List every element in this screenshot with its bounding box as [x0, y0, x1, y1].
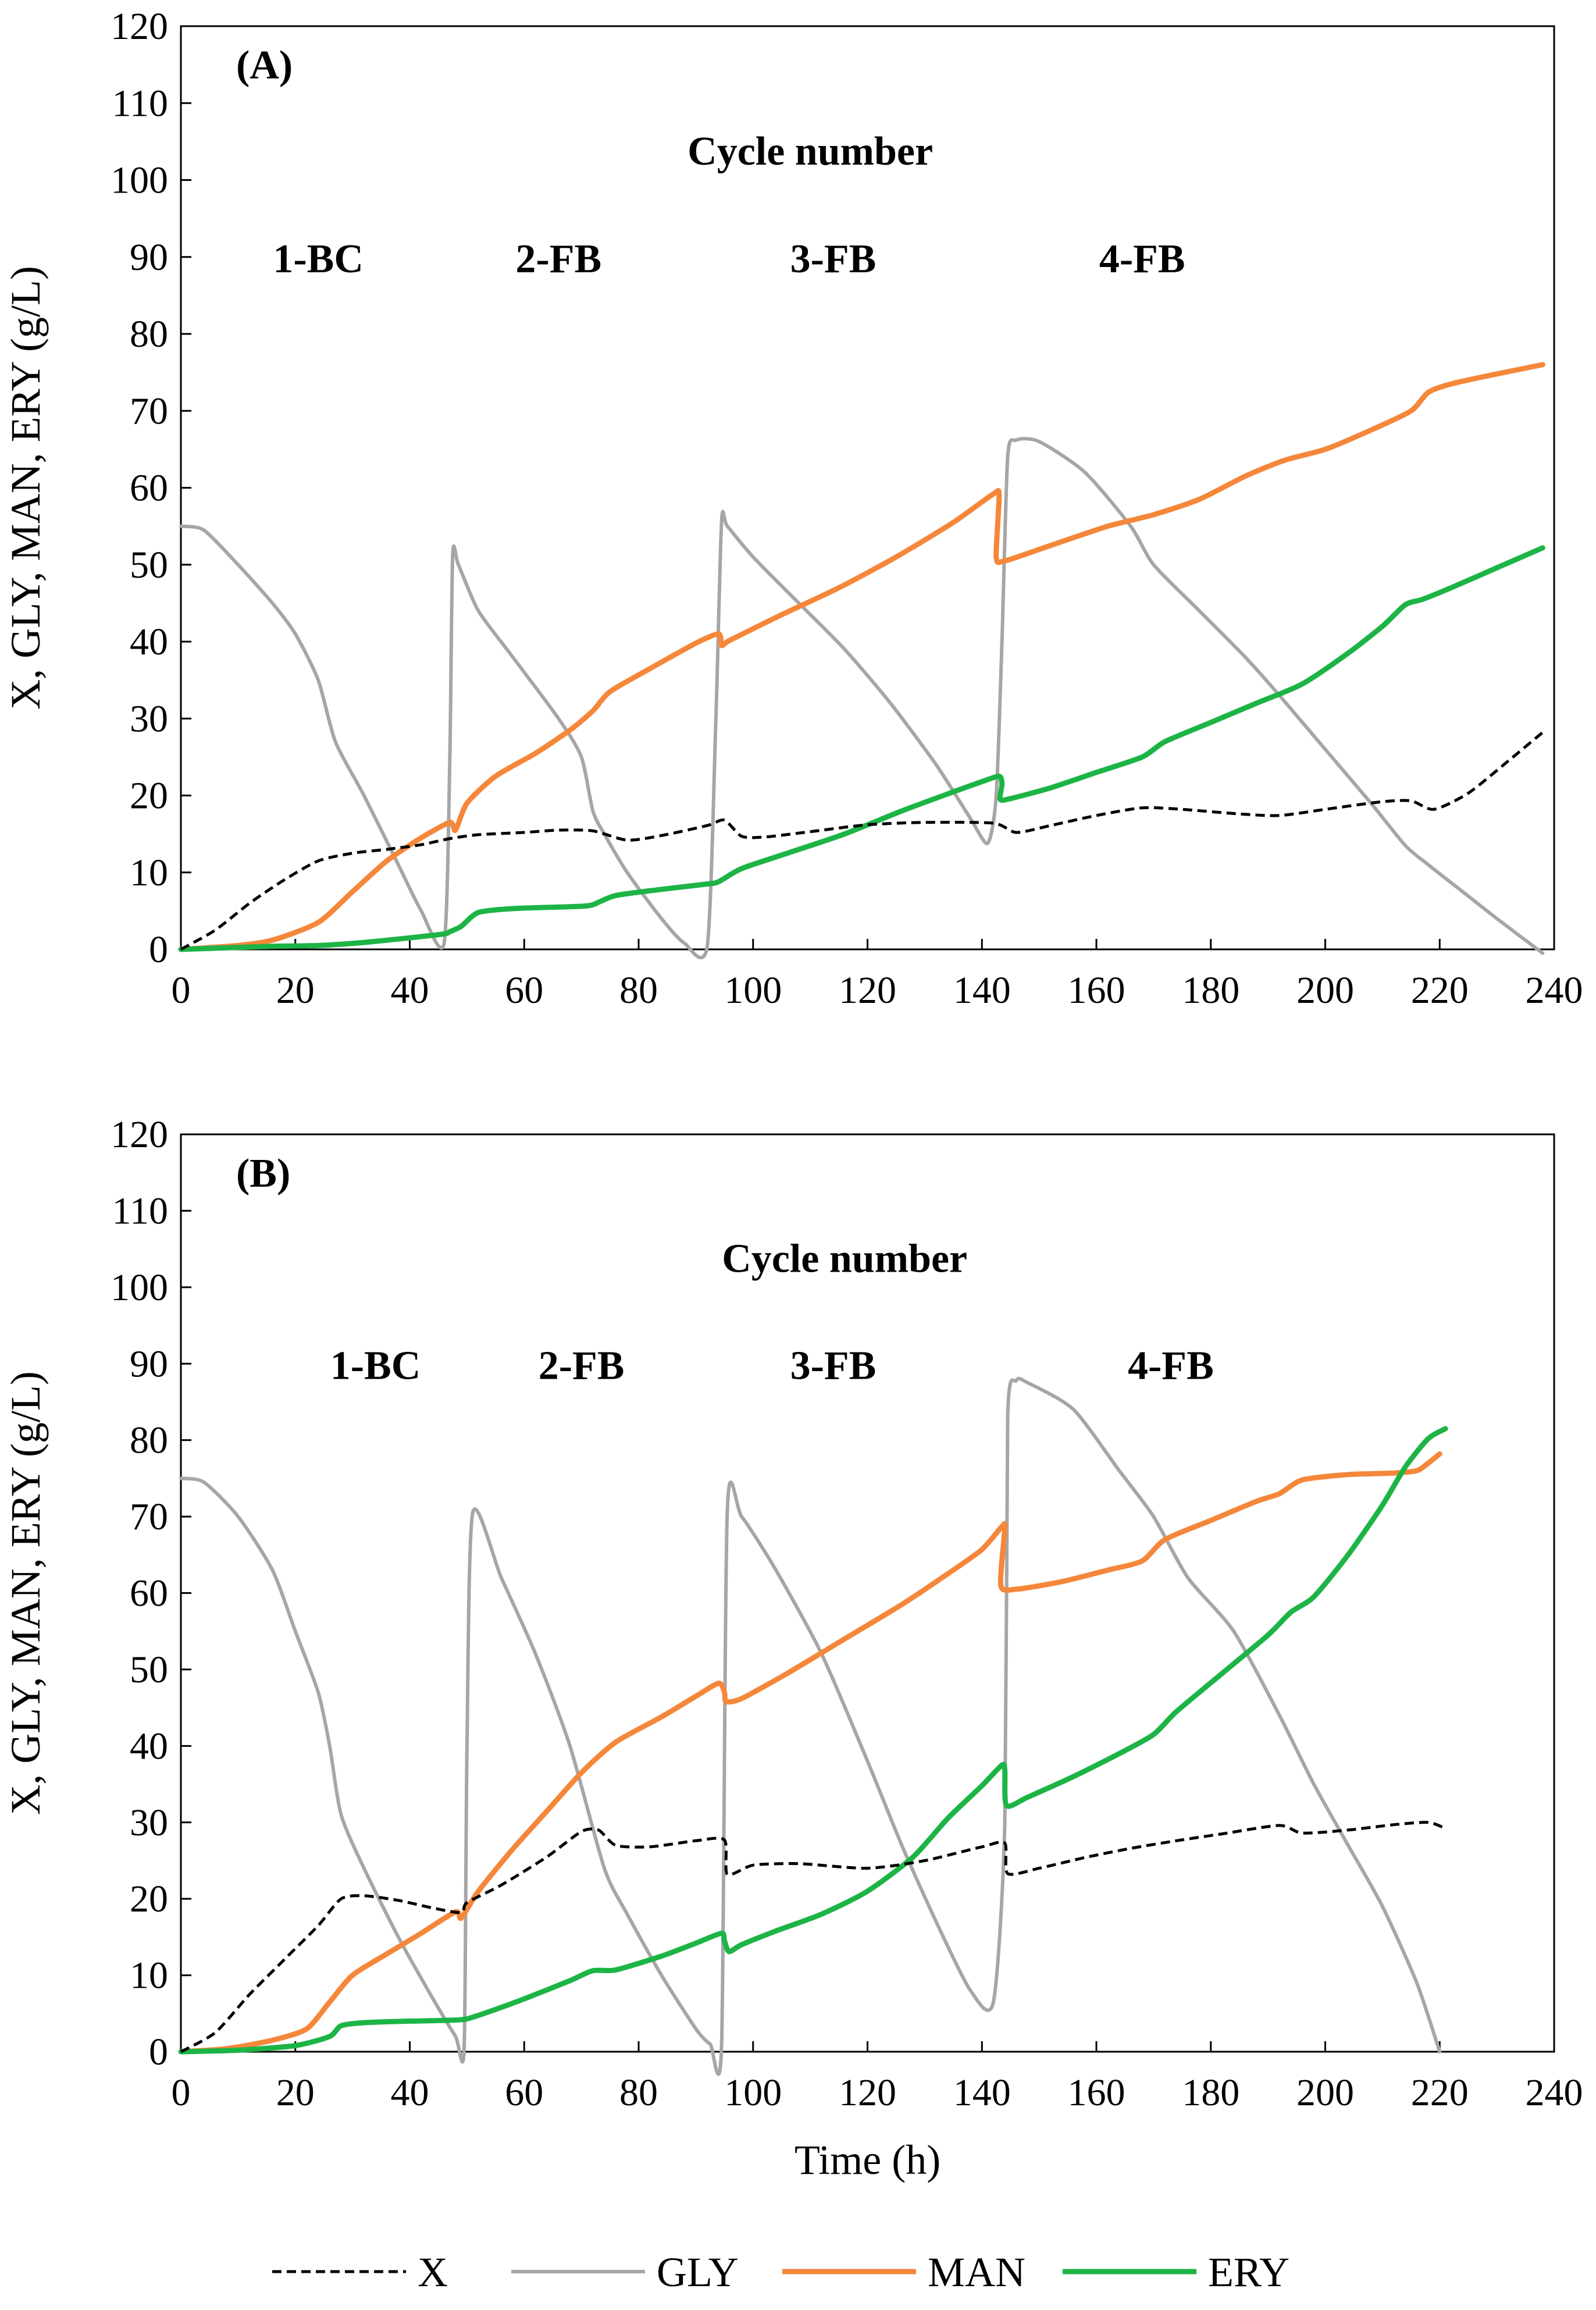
x-tick-label: 0: [172, 969, 191, 1012]
x-tick-label: 200: [1296, 969, 1354, 1012]
x-tick-label: 20: [276, 2071, 315, 2114]
y-tick-label: 40: [130, 621, 168, 663]
y-tick-label: 30: [130, 1802, 168, 1844]
y-tick-label: 90: [130, 236, 168, 279]
y-tick-label: 10: [130, 1955, 168, 1997]
series-x-line: [180, 1821, 1447, 2053]
x-tick-label: 220: [1411, 2071, 1469, 2114]
x-tick-label: 120: [839, 2071, 896, 2114]
panel-a: 0 10 20 30 40 50 60 70 80 90 100 110 120 0 20 40 60 80 100…: [2, 5, 1583, 1012]
cycle-label: 3-FB: [790, 1344, 877, 1389]
x-tick-label: 160: [1068, 2071, 1125, 2114]
y-tick-label: 100: [111, 159, 168, 202]
x-tick-label: 220: [1411, 969, 1469, 1012]
y-tick-label: 20: [130, 1878, 168, 1920]
cycle-label: 4-FB: [1128, 1344, 1214, 1389]
x-tick-label: 20: [276, 969, 315, 1012]
x-tick-label: 40: [391, 2071, 429, 2114]
x-tick-label: 120: [839, 969, 896, 1012]
y-tick-label: 20: [130, 775, 168, 817]
y-tick-label: 120: [111, 5, 168, 48]
legend-label-man: MAN: [928, 2249, 1025, 2295]
legend: X GLY MAN ERY: [272, 2249, 1289, 2295]
cycle-label: 1-BC: [273, 237, 364, 282]
cycle-label: 3-FB: [790, 237, 877, 282]
x-tick-label: 200: [1296, 2071, 1354, 2114]
x-tick-label: 100: [724, 969, 782, 1012]
y-tick-label: 70: [130, 1496, 168, 1538]
cycle-label: 4-FB: [1099, 237, 1185, 282]
x-tick-label: 240: [1526, 2071, 1583, 2114]
x-tick-label: 80: [619, 969, 658, 1012]
cycle-label: 1-BC: [330, 1344, 421, 1389]
y-tick-label: 60: [130, 467, 168, 510]
x-tick-label: 160: [1068, 969, 1125, 1012]
panel-b: 0 10 20 30 40 50 60 70 80 90 100 110 120 0 20 40 60 80 100…: [2, 1113, 1583, 2183]
x-tick-label: 180: [1182, 2071, 1239, 2114]
panel-label: (A): [236, 43, 293, 88]
series-man-line: [178, 362, 1545, 952]
x-tick-label: 0: [172, 2071, 191, 2114]
y-tick-label: 0: [149, 2031, 168, 2073]
series-gly-line: [179, 1376, 1442, 2076]
cycle-label: 2-FB: [515, 237, 601, 282]
legend-label-x: X: [418, 2249, 448, 2295]
series-ery-line: [178, 545, 1545, 952]
y-tick-label: 100: [111, 1266, 168, 1309]
y-tick-label: 10: [130, 852, 168, 894]
y-tick-label: 50: [130, 544, 168, 586]
x-tick-label: 240: [1526, 969, 1583, 1012]
cycle-number-title: Cycle number: [722, 1237, 967, 1282]
cycle-number-title: Cycle number: [687, 129, 933, 174]
legend-label-ery: ERY: [1208, 2249, 1289, 2295]
series-gly-line: [179, 437, 1545, 960]
x-tick-label: 100: [724, 2071, 782, 2114]
y-tick-label: 90: [130, 1343, 168, 1385]
series-x-line: [180, 731, 1544, 951]
y-axis-title: X, GLY, MAN, ERY (g/L): [2, 1371, 49, 1815]
y-tick-label: 110: [112, 1190, 168, 1232]
x-axis-title: Time (h): [795, 2137, 940, 2183]
y-tick-label: 110: [112, 82, 168, 124]
x-tick-label: 60: [505, 969, 543, 1012]
x-tick-label: 60: [505, 2071, 543, 2114]
y-tick-label: 40: [130, 1725, 168, 1767]
x-tick-label: 180: [1182, 969, 1239, 1012]
series-ery-line: [178, 1426, 1448, 2055]
y-tick-label: 80: [130, 313, 168, 355]
y-tick-label: 30: [130, 697, 168, 740]
legend-label-gly: GLY: [657, 2249, 739, 2295]
y-axis-title: X, GLY, MAN, ERY (g/L): [2, 266, 49, 710]
cycle-label: 2-FB: [539, 1344, 625, 1389]
panel-label: (B): [236, 1151, 290, 1196]
y-tick-label: 0: [149, 928, 168, 971]
x-tick-label: 40: [391, 969, 429, 1012]
x-tick-label: 140: [953, 969, 1011, 1012]
y-tick-label: 70: [130, 390, 168, 432]
y-tick-label: 50: [130, 1649, 168, 1691]
series-man-line: [178, 1451, 1442, 2055]
y-tick-label: 60: [130, 1572, 168, 1615]
y-tick-label: 80: [130, 1419, 168, 1462]
x-tick-label: 80: [619, 2071, 658, 2114]
x-tick-label: 140: [953, 2071, 1011, 2114]
y-tick-label: 120: [111, 1113, 168, 1156]
